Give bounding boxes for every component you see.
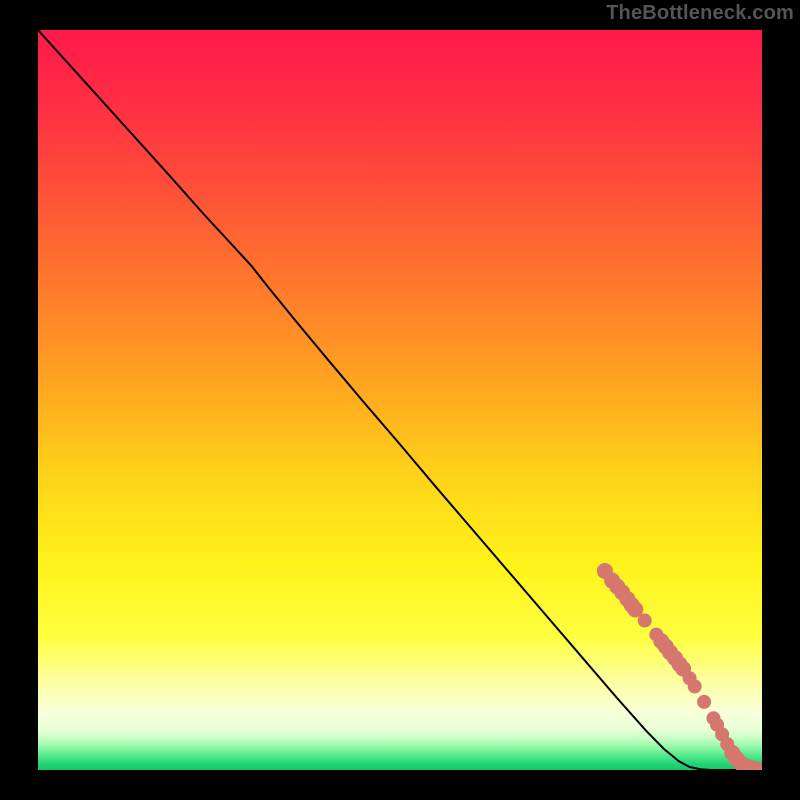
- data-point: [697, 695, 711, 709]
- gradient-background: [38, 30, 762, 770]
- watermark-text: TheBottleneck.com: [606, 2, 794, 25]
- chart-container: TheBottleneck.com: [0, 0, 800, 800]
- data-point: [638, 614, 652, 628]
- bottleneck-chart: [0, 0, 800, 800]
- data-point: [688, 679, 702, 693]
